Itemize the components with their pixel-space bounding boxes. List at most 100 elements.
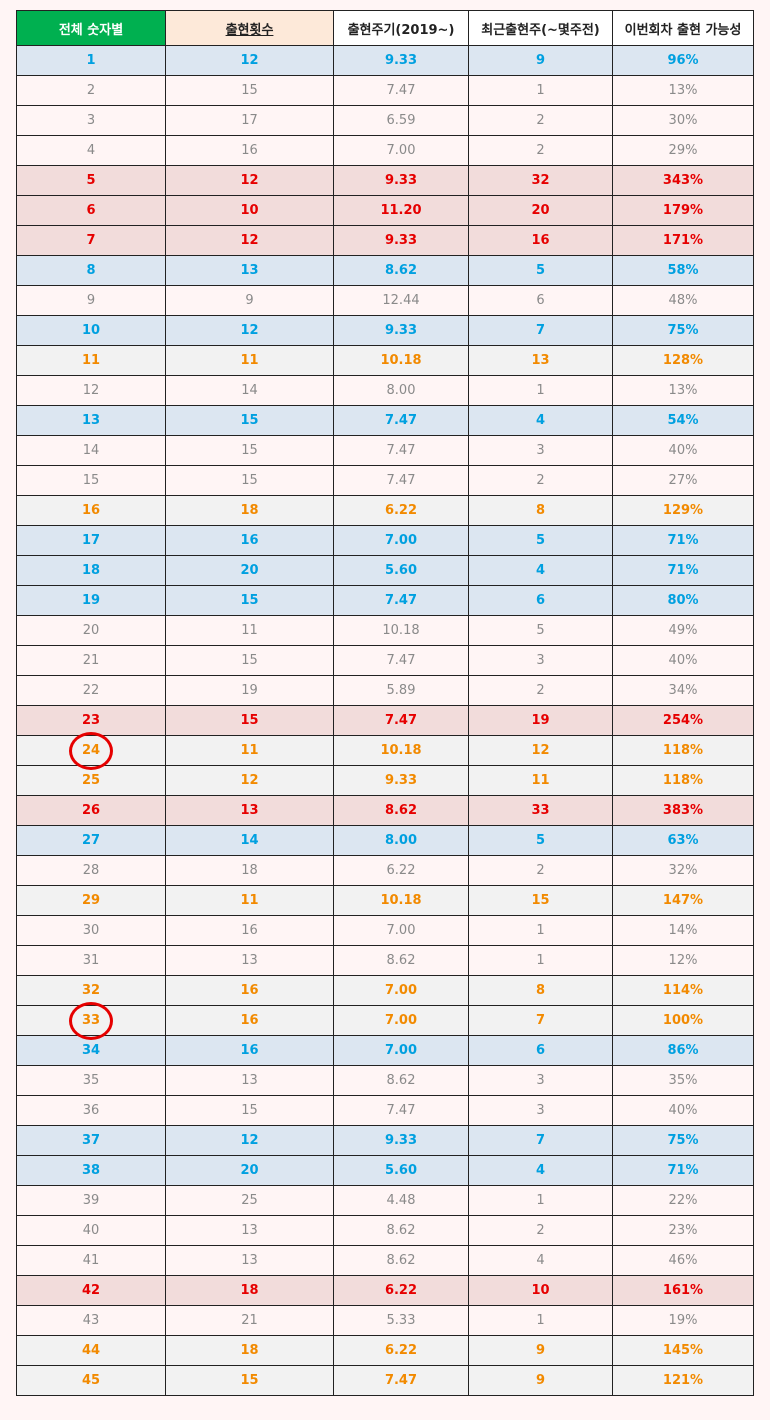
table-row: 43 21 5.33 1 19% [16, 1305, 754, 1336]
table-row: 15 15 7.47 2 27% [16, 465, 754, 496]
cell-probability: 32% [612, 855, 754, 886]
table-row: 44 18 6.22 9 145% [16, 1335, 754, 1366]
cell-recent-appearance: 2 [468, 855, 613, 886]
table-row: 45 15 7.47 9 121% [16, 1365, 754, 1396]
header-row: 전체 숫자별 출현횟수 출현주기(2019~) 최근출현주(~몇주전) 이번회차… [16, 10, 754, 46]
cell-appearance-cycle: 10.18 [333, 345, 469, 376]
cell-appearance-count: 16 [165, 1005, 334, 1036]
table-row: 41 13 8.62 4 46% [16, 1245, 754, 1276]
cell-probability: 75% [612, 315, 754, 346]
cell-probability: 161% [612, 1275, 754, 1306]
header-probability: 이번회차 출현 가능성 [612, 10, 754, 46]
table-row: 26 13 8.62 33 383% [16, 795, 754, 826]
cell-probability: 40% [612, 435, 754, 466]
cell-appearance-cycle: 6.59 [333, 105, 469, 136]
cell-appearance-count: 16 [165, 915, 334, 946]
cell-recent-appearance: 1 [468, 375, 613, 406]
table-row: 13 15 7.47 4 54% [16, 405, 754, 436]
cell-appearance-count: 15 [165, 1365, 334, 1396]
cell-probability: 54% [612, 405, 754, 436]
table-row: 7 12 9.33 16 171% [16, 225, 754, 256]
cell-number: 36 [16, 1095, 166, 1126]
cell-recent-appearance: 1 [468, 915, 613, 946]
table-row: 32 16 7.00 8 114% [16, 975, 754, 1006]
cell-recent-appearance: 7 [468, 1005, 613, 1036]
cell-appearance-cycle: 10.18 [333, 735, 469, 766]
table-row: 30 16 7.00 1 14% [16, 915, 754, 946]
cell-number: 33 [16, 1005, 166, 1036]
table-row: 14 15 7.47 3 40% [16, 435, 754, 466]
cell-probability: 343% [612, 165, 754, 196]
cell-appearance-count: 21 [165, 1305, 334, 1336]
cell-probability: 118% [612, 765, 754, 796]
cell-number: 30 [16, 915, 166, 946]
cell-probability: 75% [612, 1125, 754, 1156]
cell-recent-appearance: 20 [468, 195, 613, 226]
cell-number: 23 [16, 705, 166, 736]
cell-appearance-cycle: 7.47 [333, 1095, 469, 1126]
cell-appearance-count: 12 [165, 315, 334, 346]
cell-recent-appearance: 6 [468, 585, 613, 616]
cell-probability: 383% [612, 795, 754, 826]
table-row: 20 11 10.18 5 49% [16, 615, 754, 646]
cell-appearance-count: 15 [165, 465, 334, 496]
cell-appearance-count: 13 [165, 945, 334, 976]
cell-appearance-count: 10 [165, 195, 334, 226]
table-row: 36 15 7.47 3 40% [16, 1095, 754, 1126]
cell-appearance-cycle: 7.47 [333, 705, 469, 736]
cell-recent-appearance: 4 [468, 405, 613, 436]
table-row: 1 12 9.33 9 96% [16, 45, 754, 76]
cell-appearance-cycle: 6.22 [333, 1335, 469, 1366]
cell-probability: 40% [612, 645, 754, 676]
cell-probability: 14% [612, 915, 754, 946]
cell-probability: 27% [612, 465, 754, 496]
table-row: 39 25 4.48 1 22% [16, 1185, 754, 1216]
cell-number: 1 [16, 45, 166, 76]
cell-appearance-cycle: 10.18 [333, 885, 469, 916]
cell-number: 32 [16, 975, 166, 1006]
cell-appearance-cycle: 12.44 [333, 285, 469, 316]
cell-number: 13 [16, 405, 166, 436]
cell-recent-appearance: 5 [468, 615, 613, 646]
table-row: 25 12 9.33 11 118% [16, 765, 754, 796]
cell-probability: 48% [612, 285, 754, 316]
cell-recent-appearance: 1 [468, 945, 613, 976]
table-row: 21 15 7.47 3 40% [16, 645, 754, 676]
table-row: 37 12 9.33 7 75% [16, 1125, 754, 1156]
cell-recent-appearance: 3 [468, 1095, 613, 1126]
cell-probability: 179% [612, 195, 754, 226]
cell-probability: 171% [612, 225, 754, 256]
cell-probability: 100% [612, 1005, 754, 1036]
cell-probability: 13% [612, 375, 754, 406]
cell-probability: 129% [612, 495, 754, 526]
cell-number: 17 [16, 525, 166, 556]
cell-appearance-count: 15 [165, 435, 334, 466]
cell-appearance-count: 12 [165, 45, 334, 76]
table-row: 40 13 8.62 2 23% [16, 1215, 754, 1246]
cell-recent-appearance: 11 [468, 765, 613, 796]
cell-appearance-count: 13 [165, 795, 334, 826]
cell-number: 42 [16, 1275, 166, 1306]
cell-probability: 71% [612, 1155, 754, 1186]
table-row: 2 15 7.47 1 13% [16, 75, 754, 106]
cell-recent-appearance: 19 [468, 705, 613, 736]
cell-appearance-cycle: 8.62 [333, 1245, 469, 1276]
cell-recent-appearance: 1 [468, 1185, 613, 1216]
cell-probability: 46% [612, 1245, 754, 1276]
cell-appearance-count: 11 [165, 735, 334, 766]
cell-appearance-cycle: 9.33 [333, 225, 469, 256]
cell-probability: 58% [612, 255, 754, 286]
cell-probability: 23% [612, 1215, 754, 1246]
cell-number: 20 [16, 615, 166, 646]
cell-appearance-cycle: 7.00 [333, 1035, 469, 1066]
cell-probability: 80% [612, 585, 754, 616]
cell-number: 37 [16, 1125, 166, 1156]
cell-probability: 22% [612, 1185, 754, 1216]
table-row: 31 13 8.62 1 12% [16, 945, 754, 976]
cell-appearance-count: 15 [165, 645, 334, 676]
cell-number: 41 [16, 1245, 166, 1276]
table-row: 4 16 7.00 2 29% [16, 135, 754, 166]
cell-recent-appearance: 32 [468, 165, 613, 196]
cell-appearance-cycle: 7.47 [333, 585, 469, 616]
cell-number: 7 [16, 225, 166, 256]
